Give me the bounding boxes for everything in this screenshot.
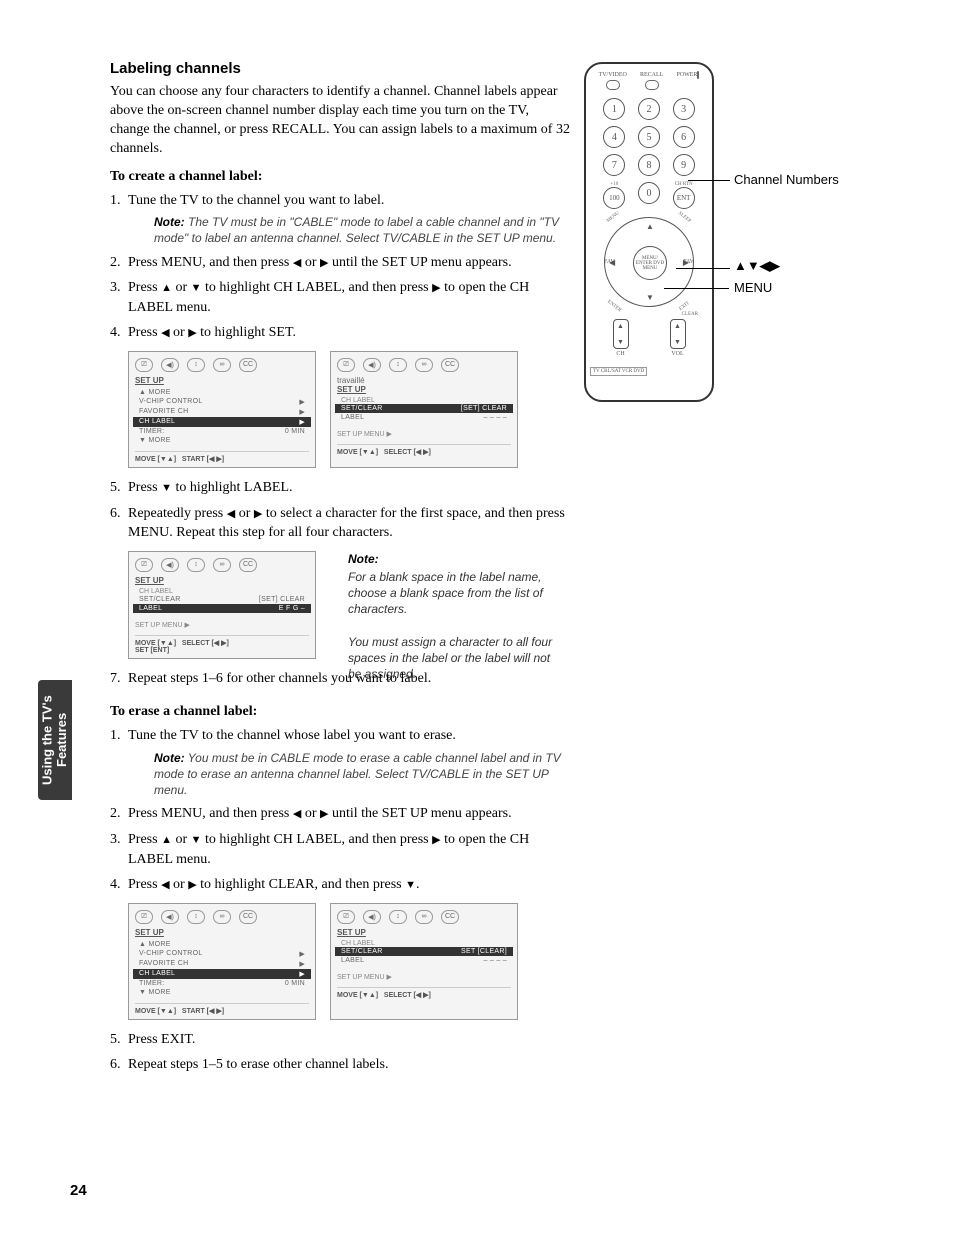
osd-chlabel-clear: ⎚◀)↕∞CC SET UP CH LABEL SET/CLEARSET [CL… xyxy=(330,903,518,1020)
remote-nav-ring: FAV FAV ▲ ▼ ◀ ▶ MENU/ ENTER DVD MENU xyxy=(604,217,694,307)
remote-num-0: 0 xyxy=(638,182,660,204)
side-note: Note: For a blank space in the label nam… xyxy=(348,551,563,683)
page-number: 24 xyxy=(70,1182,87,1199)
remote-num-100: 100 xyxy=(603,187,625,209)
osd-chlabel-set: ⎚◀)↕∞CC travailléSET UP CH LABEL SET/CLE… xyxy=(330,351,518,468)
left-arrow-icon: ◀ xyxy=(227,507,235,522)
right-arrow-icon: ▶ xyxy=(188,326,196,341)
create-step-6: 6.Repeatedly press ◀ or ▶ to select a ch… xyxy=(128,504,570,543)
erase-step-2: 2.Press MENU, and then press ◀ or ▶ unti… xyxy=(128,804,570,824)
remote-num-9: 9 xyxy=(673,154,695,176)
remote-num-4: 4 xyxy=(603,126,625,148)
create-step-3: 3.Press ▲ or ▼ to highlight CH LABEL, an… xyxy=(128,278,570,317)
remote-num-3: 3 xyxy=(673,98,695,120)
callout-menu: MENU xyxy=(734,280,772,295)
remote-num-1: 1 xyxy=(603,98,625,120)
erase-step-1: 1.Tune the TV to the channel whose label… xyxy=(128,726,570,798)
remote-num-2: 2 xyxy=(638,98,660,120)
create-step-2: 2.Press MENU, and then press ◀ or ▶ unti… xyxy=(128,253,570,273)
chapter-tab: Using the TV's Features xyxy=(38,680,72,800)
osd-setup-2: ⎚◀)↕∞CC SET UP ▲ MORE V-CHIP CONTROL▶ FA… xyxy=(128,903,316,1020)
create-note-1: Note: The TV must be in "CABLE" mode to … xyxy=(154,214,570,246)
erase-step-5: 5.Press EXIT. xyxy=(128,1030,570,1050)
remote-mode-box: TV CBL/SAT VCR DVD xyxy=(590,367,647,377)
erase-step-6: 6.Repeat steps 1–5 to erase other channe… xyxy=(128,1055,570,1075)
erase-step-3: 3.Press ▲ or ▼ to highlight CH LABEL, an… xyxy=(128,830,570,869)
osd-icon: ∞ xyxy=(213,358,231,372)
intro-text: You can choose any four characters to id… xyxy=(110,83,570,159)
callout-arrows: ▲▼◀▶ xyxy=(734,258,780,274)
remote-num-5: 5 xyxy=(638,126,660,148)
create-step-4: 4.Press ◀ or ▶ to highlight SET. xyxy=(128,323,570,343)
osd-icon: ◀) xyxy=(161,358,179,372)
down-arrow-icon: ▼ xyxy=(191,281,202,296)
erase-note-1: Note: You must be in CABLE mode to erase… xyxy=(154,750,570,799)
osd-icon: CC xyxy=(239,358,257,372)
osd-chlabel-label: ⎚◀)↕∞CC SET UP CH LABEL SET/CLEAR[SET] C… xyxy=(128,551,316,659)
remote-num-7: 7 xyxy=(603,154,625,176)
remote-diagram: TV/VIDEO RECALL POWER 1 2 3 4 5 6 7 8 9 … xyxy=(584,62,714,402)
left-arrow-icon: ◀ xyxy=(161,326,169,341)
remote-ent: ENT xyxy=(673,187,695,209)
osd-setup-1: ⎚◀)↕∞CC SET UP ▲ MORE V-CHIP CONTROL▶ FA… xyxy=(128,351,316,468)
osd-icon: ⎚ xyxy=(135,358,153,372)
remote-vol-rocker: ▲▼VOL xyxy=(668,317,688,357)
create-step-7: 7.Repeat steps 1–6 for other channels yo… xyxy=(128,669,570,689)
remote-menu-enter: MENU/ ENTER DVD MENU xyxy=(633,246,667,280)
down-arrow-icon: ▼ xyxy=(161,481,172,496)
callout-channel-numbers: Channel Numbers xyxy=(734,172,839,187)
section-heading: Labeling channels xyxy=(110,60,570,77)
up-arrow-icon: ▲ xyxy=(161,281,172,296)
erase-step-4: 4.Press ◀ or ▶ to highlight CLEAR, and t… xyxy=(128,875,570,895)
right-arrow-icon: ▶ xyxy=(432,281,440,296)
remote-num-6: 6 xyxy=(673,126,695,148)
remote-ch-rocker: ▲▼CH xyxy=(611,317,631,357)
remote-number-pad: 1 2 3 4 5 6 7 8 9 +10100 0 CH RTNENT xyxy=(592,92,706,211)
remote-num-8: 8 xyxy=(638,154,660,176)
create-step-5: 5.Press ▼ to highlight LABEL. xyxy=(128,478,570,498)
create-title: To create a channel label: xyxy=(110,169,570,185)
erase-title: To erase a channel label: xyxy=(110,704,570,720)
create-step-1: 1.Tune the TV to the channel you want to… xyxy=(128,191,570,247)
osd-icon: ↕ xyxy=(187,358,205,372)
